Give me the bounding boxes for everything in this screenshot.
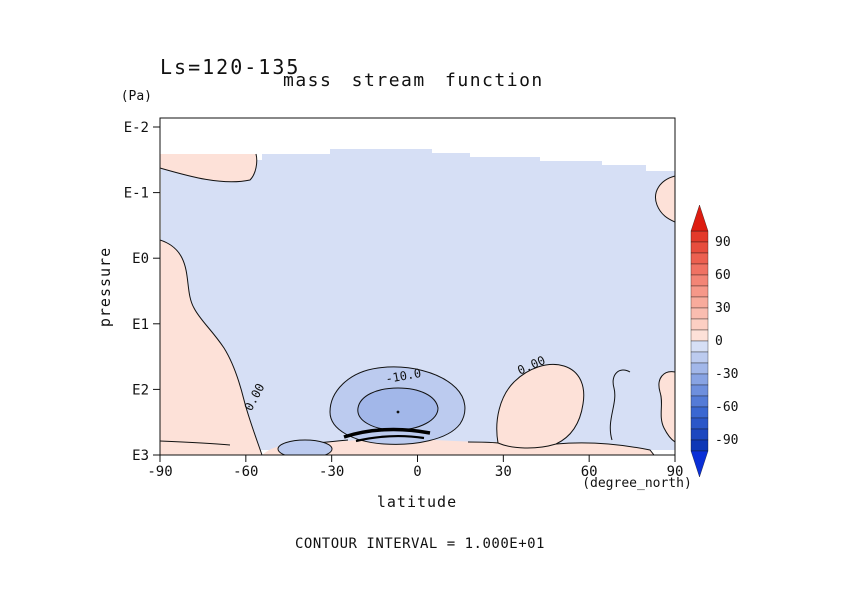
colorbar-segment [691, 264, 708, 275]
x-tick-label: -30 [319, 464, 344, 480]
colorbar-segment [691, 275, 708, 286]
colorbar-segment [691, 319, 708, 330]
colorbar-segment [691, 396, 708, 407]
colorbar: 90 60 30 0 -30 -60 -90 [691, 205, 738, 477]
colorbar-segment [691, 374, 708, 385]
y-axis-label: pressure [96, 247, 114, 327]
y-tick-label: E1 [132, 317, 149, 333]
y-tick-label: E-1 [124, 186, 149, 202]
x-tick-label: -60 [233, 464, 258, 480]
colorbar-segment [691, 231, 708, 242]
colorbar-tick-label: -30 [715, 367, 738, 382]
colorbar-arrow-top [691, 205, 708, 231]
colorbar-segment [691, 330, 708, 341]
x-tick-label: -90 [147, 464, 172, 480]
plot-title: mass stream function [283, 70, 544, 91]
run-label: Ls=120-135 [160, 55, 300, 79]
stream-function-plot: E-2 E-1 E0 E1 E2 E3 -90 -60 -30 0 30 60 90 90 60 30 0 -… [0, 0, 842, 595]
colorbar-tick-label: 60 [715, 268, 731, 283]
colorbar-tick-label: 30 [715, 301, 731, 316]
contour-field [160, 149, 675, 458]
y-tick-label: E0 [132, 251, 149, 267]
y-tick-label: E2 [132, 382, 149, 398]
colorbar-tick-label: 90 [715, 235, 731, 250]
x-tick-label: 30 [495, 464, 512, 480]
colorbar-segment [691, 242, 708, 253]
colorbar-segment [691, 363, 708, 374]
x-axis-unit: (degree_north) [582, 476, 692, 491]
contour-interval-note: CONTOUR INTERVAL = 1.000E+01 [295, 536, 545, 552]
colorbar-segment [691, 341, 708, 352]
colorbar-segment [691, 418, 708, 429]
colorbar-segment [691, 429, 708, 440]
x-tick-label: 0 [413, 464, 421, 480]
field-neg20-cell [358, 388, 438, 430]
y-tick-label: E-2 [124, 120, 149, 136]
colorbar-segment [691, 308, 708, 319]
colorbar-tick-label: 0 [715, 334, 723, 349]
colorbar-segment [691, 440, 708, 451]
y-axis-ticks: E-2 E-1 E0 E1 E2 E3 [124, 120, 160, 464]
y-axis-unit: (Pa) [121, 89, 152, 104]
colorbar-tick-label: -60 [715, 400, 738, 415]
x-axis-label: latitude [377, 493, 457, 511]
colorbar-segment [691, 253, 708, 264]
y-tick-label: E3 [132, 448, 149, 464]
colorbar-arrow-bottom [691, 451, 708, 477]
colorbar-tick-label: -90 [715, 433, 738, 448]
colorbar-segment [691, 407, 708, 418]
colorbar-segment [691, 297, 708, 308]
colorbar-segment [691, 286, 708, 297]
cell-minimum-dot [397, 411, 400, 414]
colorbar-segment [691, 352, 708, 363]
colorbar-segment [691, 385, 708, 396]
figure-canvas: E-2 E-1 E0 E1 E2 E3 -90 -60 -30 0 30 60 90 90 60 30 0 -… [0, 0, 842, 595]
